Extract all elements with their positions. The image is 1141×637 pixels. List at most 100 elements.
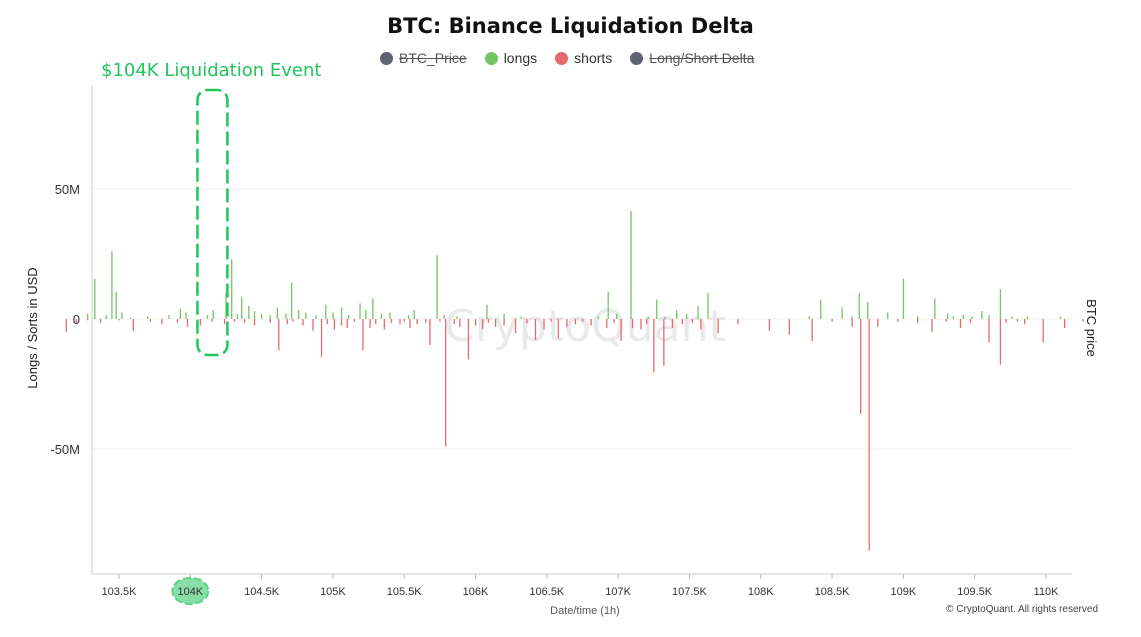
longs-bar bbox=[290, 282, 293, 319]
shorts-bar bbox=[640, 319, 642, 330]
shorts-bar bbox=[353, 319, 356, 322]
shorts-bar bbox=[631, 319, 634, 329]
shorts-bar bbox=[931, 319, 933, 332]
x-tick-label: 109K bbox=[891, 586, 917, 598]
shorts-bar bbox=[292, 319, 294, 322]
legend-dot-longs bbox=[484, 51, 498, 65]
shorts-bar bbox=[851, 319, 853, 327]
longs-bar bbox=[111, 251, 113, 319]
shorts-bar bbox=[999, 319, 1002, 365]
shorts-bar bbox=[320, 319, 323, 357]
longs-bar bbox=[851, 316, 853, 319]
shorts-bar bbox=[663, 319, 665, 366]
longs-bar bbox=[413, 309, 415, 319]
longs-bar bbox=[94, 278, 96, 319]
longs-bar bbox=[597, 316, 599, 319]
longs-bar bbox=[607, 291, 609, 319]
shorts-bar bbox=[253, 319, 256, 326]
shorts-bar bbox=[467, 319, 470, 360]
longs-bar bbox=[988, 315, 990, 319]
shorts-bar bbox=[811, 319, 813, 342]
longs-bar bbox=[707, 293, 709, 319]
shorts-bar bbox=[917, 319, 919, 323]
legend-label-btc-price: BTC_Price bbox=[399, 50, 467, 66]
shorts-bar bbox=[326, 319, 328, 325]
x-tick-label: 106K bbox=[463, 586, 489, 598]
longs-bar bbox=[841, 307, 843, 319]
x-axis-title: Date/time (1h) bbox=[550, 605, 620, 617]
shorts-bar bbox=[700, 319, 702, 330]
longs-bar bbox=[325, 304, 327, 319]
longs-bar bbox=[676, 309, 678, 319]
longs-bar bbox=[808, 316, 810, 319]
shorts-bar bbox=[211, 319, 213, 322]
legend-item-shorts[interactable]: shorts bbox=[555, 50, 612, 66]
legend-item-long-short-delta[interactable]: Long/Short Delta bbox=[630, 50, 754, 66]
shorts-bar bbox=[453, 319, 455, 325]
liquidation-event-annotation: $104K Liquidation Event bbox=[101, 60, 322, 81]
legend-dot-shorts bbox=[555, 51, 569, 65]
longs-bar bbox=[372, 298, 374, 319]
shorts-bar bbox=[65, 319, 67, 332]
longs-bar bbox=[630, 211, 632, 319]
longs-bar bbox=[305, 312, 307, 319]
shorts-bar bbox=[737, 319, 739, 325]
longs-bar bbox=[981, 311, 983, 319]
longs-bar bbox=[340, 307, 343, 319]
longs-bar bbox=[971, 316, 973, 319]
longs-bar bbox=[407, 315, 410, 319]
shorts-bar bbox=[243, 319, 246, 323]
shorts-bar bbox=[233, 319, 236, 322]
shorts-bar bbox=[75, 319, 77, 323]
shorts-bar bbox=[945, 319, 947, 322]
legend-item-btc-price[interactable]: BTC_Price bbox=[380, 50, 467, 66]
longs-bar bbox=[332, 312, 334, 319]
shorts-bar bbox=[1016, 319, 1019, 322]
shorts-bar bbox=[768, 319, 771, 331]
longs-bar bbox=[359, 303, 361, 319]
longs-bar bbox=[952, 316, 954, 319]
x-tick-label: 104.5K bbox=[244, 586, 280, 598]
shorts-bar bbox=[333, 319, 336, 330]
shorts-bar bbox=[186, 319, 189, 327]
legend-item-longs[interactable]: longs bbox=[484, 50, 538, 66]
shorts-bar bbox=[653, 319, 655, 373]
shorts-bar bbox=[149, 319, 152, 322]
liquidation-event-highlight-box bbox=[196, 88, 229, 357]
shorts-bar bbox=[416, 319, 418, 325]
shorts-bar bbox=[1082, 319, 1084, 322]
shorts-bar bbox=[302, 319, 304, 326]
longs-bar bbox=[298, 309, 300, 319]
longs-bar bbox=[1026, 316, 1029, 319]
x-tick-label: 107K bbox=[605, 586, 631, 598]
x-tick-label: 105K bbox=[320, 586, 346, 598]
x-tick-label: 108K bbox=[748, 586, 774, 598]
longs-bar bbox=[212, 309, 214, 319]
x-tick-label: 106.5K bbox=[529, 586, 565, 598]
shorts-bar bbox=[534, 319, 537, 340]
y-tick-label: 50M bbox=[55, 182, 80, 197]
legend-dot-long-short-delta bbox=[630, 51, 644, 65]
shorts-bar bbox=[474, 319, 477, 326]
shorts-bar bbox=[1024, 319, 1026, 325]
shorts-bar bbox=[988, 319, 990, 343]
longs-bar bbox=[520, 316, 522, 319]
longs-bar bbox=[917, 316, 919, 319]
legend-label-longs: longs bbox=[503, 50, 538, 66]
shorts-bar bbox=[717, 319, 719, 334]
y-axis-title: Longs / Sorts in USD bbox=[25, 267, 40, 388]
longs-bar bbox=[253, 311, 256, 319]
longs-bar bbox=[887, 312, 889, 319]
shorts-bar bbox=[362, 319, 364, 351]
x-tick-label: 110K bbox=[1034, 586, 1060, 598]
shorts-bar bbox=[514, 319, 517, 334]
shorts-bar bbox=[383, 319, 385, 330]
longs-bar bbox=[1059, 316, 1061, 319]
shorts-bar bbox=[526, 319, 528, 323]
shorts-bar bbox=[199, 319, 201, 326]
shorts-bar bbox=[375, 319, 377, 325]
y2-axis-title: BTC price bbox=[1084, 299, 1099, 357]
shorts-bar bbox=[390, 319, 393, 323]
longs-bar bbox=[146, 316, 149, 319]
longs-bar bbox=[261, 313, 263, 319]
